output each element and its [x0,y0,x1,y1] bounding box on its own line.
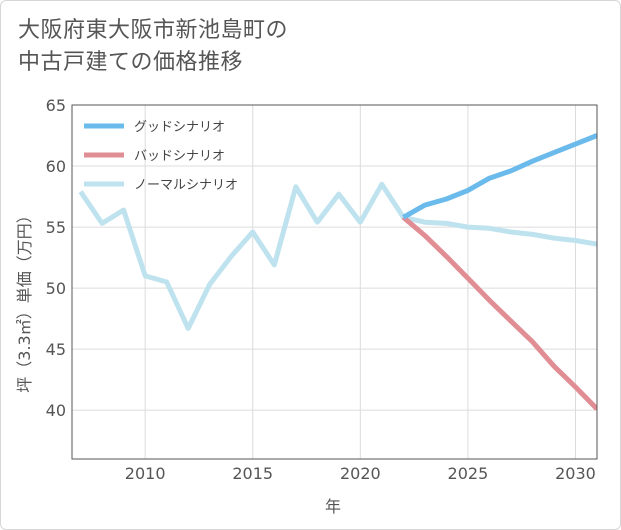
y-tick-label: 45 [46,340,66,359]
series-layer [78,133,597,411]
x-tick-label: 2015 [232,464,273,483]
series-line-good [402,133,597,220]
series-line-normal [78,181,597,331]
x-axis-label: 年 [325,497,341,516]
x-tick-label: 2025 [448,464,489,483]
y-tick-label: 50 [46,279,66,298]
y-tick-label: 55 [46,218,66,237]
chart-title-line-1: 大阪府東大阪市新池島町の [18,18,289,43]
series-line-bad [401,215,597,411]
x-tick-label: 2030 [555,464,596,483]
legend-label-normal: ノーマルシナリオ [134,178,238,193]
legend-label-bad: バッドシナリオ [134,149,225,164]
y-tick-label: 65 [46,96,66,115]
chart-title-line-2: 中古戸建ての価格推移 [18,50,244,75]
y-tick-label: 40 [46,401,66,420]
tick-labels: 2010 2015 2020 2025 2030 40 45 50 55 60 65 [46,96,596,483]
gridlines [72,104,597,459]
x-tick-label: 2010 [125,464,166,483]
y-axis-label: 坪（3.3㎡）単価（万円） [15,207,34,392]
legend-label-good: グッドシナリオ [134,120,225,135]
plot-border [71,104,598,460]
y-tick-label: 60 [46,157,66,176]
chart-title: 大阪府東大阪市新池島町の 中古戸建ての価格推移 [18,15,288,79]
x-tick-label: 2020 [340,464,381,483]
